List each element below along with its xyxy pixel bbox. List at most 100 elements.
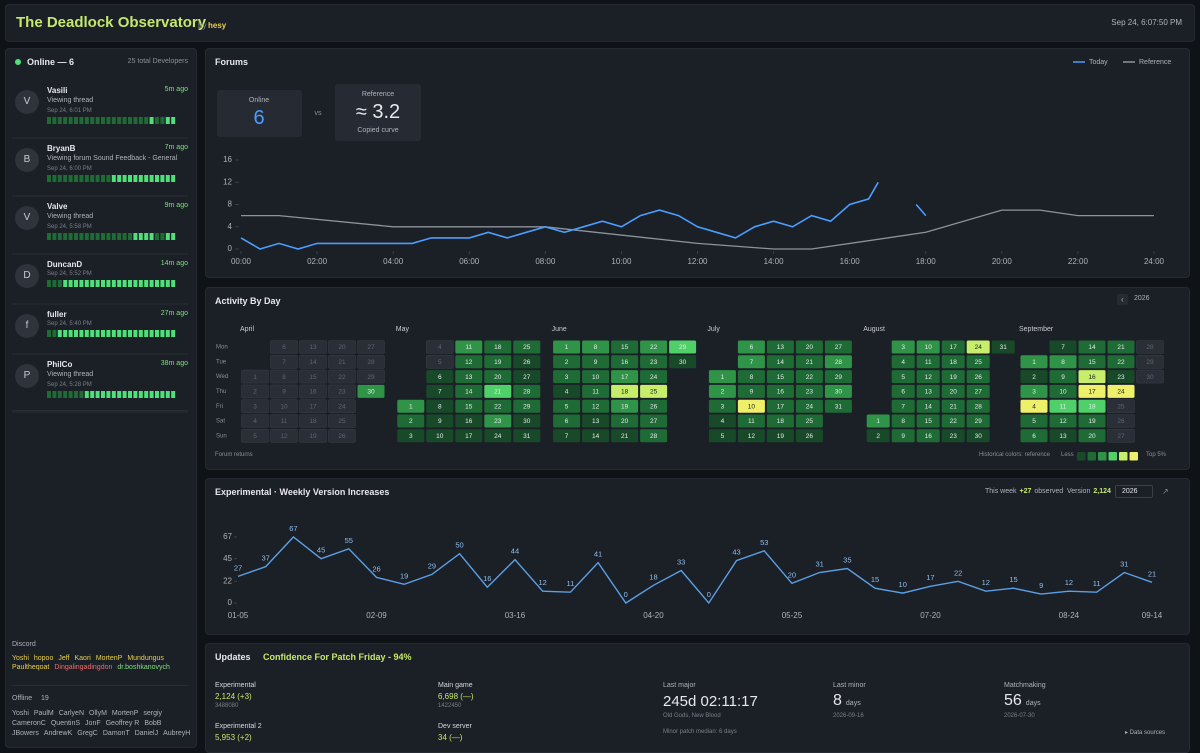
last-seen: 14m ago: [160, 260, 188, 267]
day-cell: [270, 369, 298, 384]
activity-bar: [84, 175, 89, 182]
activity-bar: [144, 117, 149, 124]
value-label: 15: [871, 575, 879, 584]
minor-median: Minor patch median: 6 days: [663, 729, 737, 735]
day-cell: [795, 355, 823, 369]
day-cell: [640, 340, 668, 354]
day-cell: [1020, 399, 1048, 413]
day-number: 7: [282, 359, 286, 366]
day-number: 11: [281, 418, 288, 425]
data-sources-link[interactable]: ▸ Data sources: [1125, 730, 1166, 736]
reference-box: [335, 84, 421, 141]
day-number: 4: [565, 389, 569, 396]
legend-swatch: [1087, 452, 1096, 461]
activity-bar: [90, 330, 95, 337]
activity-bar: [68, 280, 73, 287]
day-cell: [795, 370, 823, 384]
user-status: Viewing forum Sound Feedback - General: [47, 155, 178, 162]
day-number: 18: [1088, 403, 1096, 410]
activity-bar: [149, 175, 154, 182]
activity-bar: [171, 175, 176, 182]
day-cell: [426, 414, 454, 428]
activity-bar: [52, 175, 57, 182]
day-cell: [241, 414, 269, 428]
activity-bar: [155, 233, 159, 240]
day-number: 11: [1060, 403, 1067, 410]
day-number: 11: [925, 359, 932, 366]
x-tick-label: 08:00: [535, 257, 556, 266]
discord-member: dr.boshkanovych: [117, 664, 170, 671]
day-number: 17: [621, 374, 629, 381]
day-cell: [513, 340, 541, 354]
activity-bar: [155, 280, 159, 287]
activity-bar: [79, 175, 84, 182]
day-number: 12: [748, 433, 756, 440]
value-label: 15: [1009, 575, 1017, 584]
activity-bar: [63, 175, 68, 182]
day-cell: [966, 414, 990, 428]
activity-bar: [84, 280, 89, 287]
day-cell: [241, 369, 269, 384]
day-cell: [795, 340, 823, 354]
open-link[interactable]: ↗: [1162, 487, 1169, 496]
day-cell: [484, 384, 512, 398]
activity-bar: [133, 175, 138, 182]
legend-swatch: [1077, 452, 1086, 461]
offline-member: Geoffrey R: [105, 720, 140, 727]
activity-bar: [68, 391, 73, 398]
discord-member: Paultheqoat: [12, 664, 50, 671]
offline-member: BobB: [144, 720, 162, 727]
day-cell: [455, 414, 483, 428]
offline-member: DanielJ: [134, 730, 159, 737]
day-cell: [455, 370, 483, 384]
day-cell: [270, 354, 298, 369]
activity-bar: [160, 280, 165, 287]
activity-bar: [138, 233, 143, 240]
day-cell: [766, 370, 794, 384]
activity-bar: [95, 330, 100, 337]
day-number: 30: [367, 389, 375, 396]
user-status: Viewing thread: [47, 371, 94, 378]
x-tick-label: 03-16: [505, 611, 526, 620]
day-cell: [270, 384, 298, 399]
value-label: 0: [624, 590, 628, 599]
activity-bar: [138, 280, 143, 287]
day-cell: [299, 340, 327, 354]
day-cell: [916, 399, 940, 413]
activity-bar: [57, 233, 62, 240]
activity-bar: [47, 391, 51, 398]
day-number: 14: [309, 359, 317, 366]
day-number: 26: [338, 433, 346, 440]
day-cell: [1136, 369, 1164, 384]
activity-bar: [95, 233, 100, 240]
week-note: observed: [1034, 488, 1064, 495]
day-number: 1: [1032, 359, 1036, 366]
user-time: Sep 24, 5:58 PM: [47, 224, 92, 230]
day-number: 25: [338, 418, 346, 425]
activity-bar: [160, 175, 165, 182]
value-label: 35: [843, 556, 851, 565]
day-cell: [1078, 429, 1106, 443]
day-cell: [866, 414, 890, 428]
value-label: 44: [511, 547, 519, 556]
activity-bar: [122, 233, 127, 240]
day-number: 23: [950, 433, 958, 440]
day-number: 12: [465, 359, 473, 366]
day-cell: [357, 369, 385, 384]
activity-bar: [90, 175, 95, 182]
day-cell: [795, 384, 823, 398]
day-cell: [582, 355, 610, 369]
y-tick-label: 67: [223, 532, 232, 541]
day-cell: [425, 354, 454, 369]
offline-member: JBowers: [12, 730, 39, 737]
x-tick-label: 09-14: [1142, 611, 1163, 620]
day-number: 21: [621, 433, 629, 440]
prev-year-button[interactable]: ‹: [1117, 294, 1128, 305]
panel-title: Activity By Day: [215, 296, 281, 306]
activity-bar: [160, 330, 165, 337]
activity-bar: [149, 117, 154, 124]
year-select[interactable]: 2026: [1115, 485, 1153, 498]
day-cell: [795, 429, 823, 443]
y-tick-label: 0: [228, 598, 233, 607]
activity-bar: [133, 117, 138, 124]
